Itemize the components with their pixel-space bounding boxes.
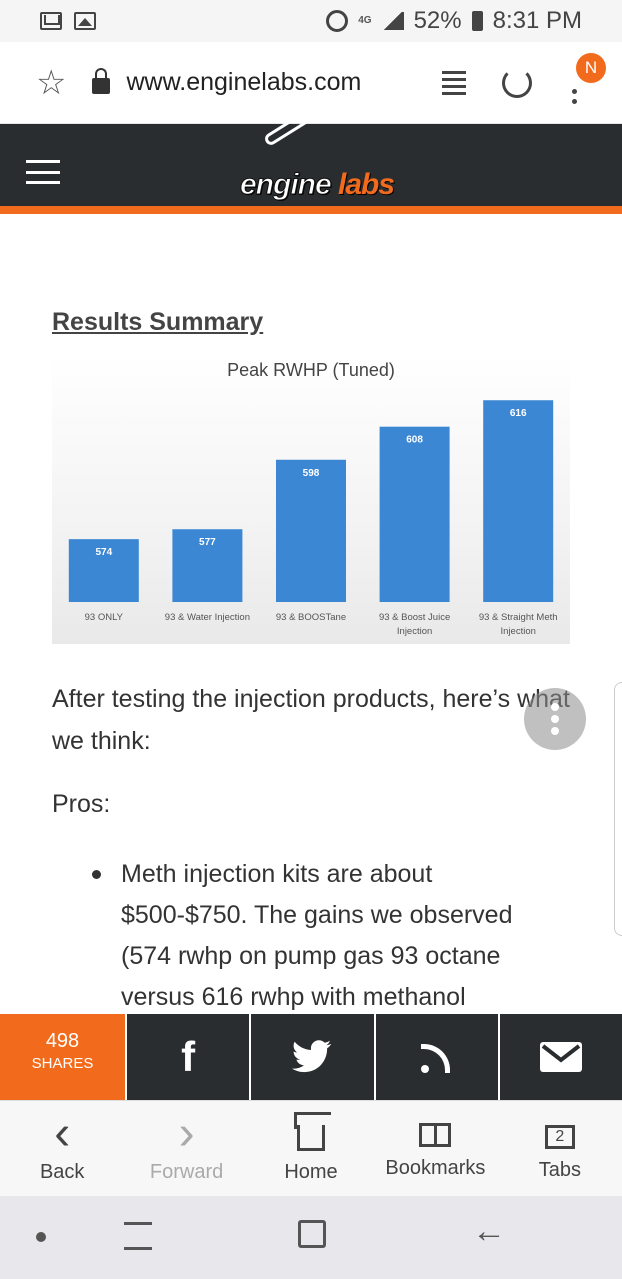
share-count-number: 498 xyxy=(45,1030,80,1052)
facebook-share-button[interactable]: f xyxy=(125,1014,250,1100)
home-icon xyxy=(297,1125,326,1151)
header-accent-stripe xyxy=(0,206,622,214)
category-tick-label: 93 & BOOSTane xyxy=(276,612,346,623)
signal-icon xyxy=(381,12,404,30)
network-type: 4G xyxy=(358,15,372,26)
bar-value-label: 608 xyxy=(406,435,423,446)
bullet-dot xyxy=(92,870,101,879)
bar-value-label: 577 xyxy=(199,537,216,548)
pros-label: Pros: xyxy=(52,790,111,818)
browser-bottom-nav: ‹ Back › Forward Home Bookmarks 2 Tabs xyxy=(0,1100,622,1196)
twitter-icon xyxy=(292,1040,332,1073)
lock-icon[interactable] xyxy=(92,67,111,94)
bar-value-label: 616 xyxy=(510,408,527,419)
twitter-share-button[interactable] xyxy=(249,1014,374,1100)
nav-back-label: Back xyxy=(39,1161,85,1183)
more-menu-button[interactable]: N xyxy=(568,52,606,113)
bar-value-label: 574 xyxy=(95,547,112,558)
category-tick-label: 93 & Boost Juice xyxy=(379,612,450,623)
system-nav-bar: ← xyxy=(0,1196,622,1279)
nav-tabs-label: Tabs xyxy=(538,1159,581,1181)
nav-tabs-button[interactable]: 2 Tabs xyxy=(498,1101,622,1196)
nav-home-label: Home xyxy=(284,1161,338,1183)
hamburger-menu-icon[interactable] xyxy=(26,160,60,184)
site-header: engine labs xyxy=(0,99,622,214)
status-bar: 4G 52% 8:31 PM xyxy=(0,0,622,42)
status-right: 4G 52% 8:31 PM xyxy=(326,7,582,35)
nav-forward-button[interactable]: › Forward xyxy=(124,1101,248,1196)
nav-home-button[interactable]: Home xyxy=(249,1101,373,1196)
category-tick-label: 93 & Straight Meth xyxy=(479,612,558,623)
profile-badge[interactable]: N xyxy=(576,52,606,83)
article-content: Results Summary Peak RWHP (Tuned) 574 93 … xyxy=(0,214,622,1014)
bar-0 xyxy=(68,539,139,602)
battery-percent: 52% xyxy=(413,7,462,34)
section-heading: Results Summary xyxy=(52,308,264,336)
more-dot-icon xyxy=(572,88,577,94)
bookmarks-icon xyxy=(419,1123,452,1147)
share-count: 498 SHARES xyxy=(0,1014,125,1100)
email-icon xyxy=(539,1042,582,1072)
system-home-icon[interactable] xyxy=(298,1220,326,1248)
refresh-icon[interactable] xyxy=(502,67,532,98)
category-tick-label: 93 & Water Injection xyxy=(165,612,250,623)
bar-1 xyxy=(172,529,243,602)
gallery-icon xyxy=(74,12,96,30)
more-dot-icon xyxy=(572,98,577,104)
logo-labs-text: labs xyxy=(338,168,395,201)
nav-back-button[interactable]: ‹ Back xyxy=(0,1101,124,1196)
site-logo[interactable]: engine labs xyxy=(236,99,426,206)
nav-bookmarks-label: Bookmarks xyxy=(385,1157,486,1179)
chart-svg: Peak RWHP (Tuned) 574 93 ONLY 577 93 & Wate… xyxy=(68,360,558,637)
status-left-icons xyxy=(40,12,96,30)
nav-bookmarks-button[interactable]: Bookmarks xyxy=(373,1101,497,1196)
category-tick-label: Injection xyxy=(397,626,432,637)
forward-chevron-icon: › xyxy=(178,1107,195,1160)
browser-url-bar: ☆ www.enginelabs.com N xyxy=(0,42,622,124)
article-paragraph: After testing the injection products, he… xyxy=(52,685,570,755)
category-tick-label: 93 ONLY xyxy=(85,612,124,623)
category-tick-label: Injection xyxy=(501,626,536,637)
alarm-icon xyxy=(326,10,349,32)
gmail-icon xyxy=(40,12,62,30)
pros-bullet-1: Meth injection kits are about $500-$750.… xyxy=(121,860,513,1011)
bar-value-label: 598 xyxy=(303,468,320,479)
battery-icon xyxy=(471,11,483,31)
logo-engine-text: engine xyxy=(240,168,333,202)
bar-4 xyxy=(483,400,554,602)
rss-icon xyxy=(420,1041,453,1073)
email-share-button[interactable] xyxy=(497,1014,622,1100)
url-text[interactable]: www.enginelabs.com xyxy=(126,68,362,96)
bookmark-star-icon[interactable]: ☆ xyxy=(36,63,67,102)
rss-share-button[interactable] xyxy=(373,1014,498,1100)
edge-panel-handle[interactable] xyxy=(614,682,622,936)
nav-forward-label: Forward xyxy=(149,1161,224,1183)
chart-title: Peak RWHP (Tuned) xyxy=(227,360,395,380)
share-bar: 498 SHARES f xyxy=(0,1014,622,1100)
bar-2 xyxy=(276,459,346,602)
facebook-icon: f xyxy=(181,1033,196,1080)
bar-3 xyxy=(379,426,450,602)
results-chart: Peak RWHP (Tuned) 574 93 ONLY 577 93 & Wate… xyxy=(52,354,570,644)
back-chevron-icon: ‹ xyxy=(54,1107,71,1160)
share-count-label: SHARES xyxy=(31,1055,94,1072)
tabs-icon: 2 xyxy=(544,1125,575,1149)
reader-mode-icon[interactable] xyxy=(442,70,466,95)
clock: 8:31 PM xyxy=(492,7,582,34)
floating-menu-button[interactable] xyxy=(524,688,586,750)
system-back-icon[interactable]: ← xyxy=(472,1212,506,1250)
recent-apps-icon[interactable] xyxy=(124,1222,152,1250)
nav-bar-dot-icon[interactable] xyxy=(36,1232,46,1242)
